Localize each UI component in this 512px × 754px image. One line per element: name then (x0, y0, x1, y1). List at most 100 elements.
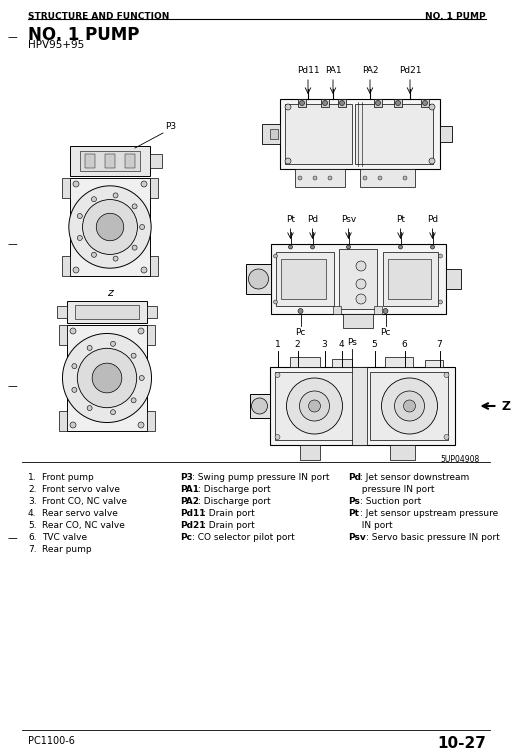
Bar (373, 306, 381, 314)
Bar (390, 445, 415, 460)
Bar (270, 129, 278, 139)
Bar (343, 314, 373, 328)
Text: Psv: Psv (348, 533, 366, 542)
Bar (280, 99, 440, 169)
Bar (75, 305, 139, 319)
Text: HPV95+95: HPV95+95 (28, 40, 84, 50)
Circle shape (111, 409, 116, 415)
Circle shape (141, 267, 147, 273)
Circle shape (309, 400, 321, 412)
Bar (274, 372, 354, 440)
Bar (331, 359, 352, 367)
Text: : Discharge port: : Discharge port (198, 485, 270, 494)
Text: : CO selector pilot port: : CO selector pilot port (193, 533, 295, 542)
Text: : Swing pump pressure IN port: : Swing pump pressure IN port (193, 473, 330, 482)
Text: —: — (8, 32, 18, 42)
Circle shape (285, 104, 291, 110)
Text: Pd: Pd (427, 215, 438, 224)
Text: 6.: 6. (28, 533, 37, 542)
Text: Pd11: Pd11 (296, 66, 319, 75)
Text: Pd: Pd (348, 473, 361, 482)
Circle shape (356, 279, 366, 289)
Text: PA1: PA1 (325, 66, 342, 75)
Text: Front servo valve: Front servo valve (42, 485, 120, 494)
Text: 5UP04908: 5UP04908 (441, 455, 480, 464)
Circle shape (248, 269, 268, 289)
Bar (298, 99, 306, 107)
Bar (275, 252, 333, 306)
Text: : Drain port: : Drain port (203, 509, 254, 518)
Circle shape (138, 422, 144, 428)
Circle shape (77, 348, 137, 408)
Circle shape (444, 434, 449, 440)
Bar (269, 367, 455, 445)
Text: Front pump: Front pump (42, 473, 94, 482)
Bar (355, 104, 433, 164)
Circle shape (444, 372, 449, 378)
Circle shape (285, 158, 291, 164)
Circle shape (398, 245, 402, 249)
Text: PC1100-6: PC1100-6 (28, 736, 75, 746)
Bar (285, 104, 352, 164)
Bar (67, 325, 147, 431)
Text: 1.: 1. (28, 473, 37, 482)
Circle shape (77, 235, 82, 241)
Circle shape (438, 254, 442, 258)
Text: Z: Z (501, 400, 510, 412)
Bar (424, 360, 442, 367)
Text: : Jet sensor upstream pressure: : Jet sensor upstream pressure (360, 509, 499, 518)
Text: PA1: PA1 (180, 485, 199, 494)
Circle shape (328, 176, 332, 180)
Circle shape (132, 245, 137, 250)
Circle shape (139, 375, 144, 381)
Text: NO. 1 PUMP: NO. 1 PUMP (28, 26, 139, 44)
Text: : Suction port: : Suction port (360, 497, 422, 506)
Circle shape (70, 422, 76, 428)
Circle shape (381, 378, 437, 434)
Bar (270, 244, 445, 314)
Circle shape (73, 267, 79, 273)
Text: IN port: IN port (356, 521, 393, 530)
Text: Pd21: Pd21 (180, 521, 205, 530)
Text: 4.: 4. (28, 509, 36, 518)
Bar (245, 264, 270, 294)
Text: P3: P3 (180, 473, 193, 482)
Text: PA2: PA2 (362, 66, 378, 75)
Circle shape (403, 400, 416, 412)
Circle shape (77, 213, 82, 219)
Circle shape (300, 391, 330, 421)
Text: Pd: Pd (307, 215, 318, 224)
Circle shape (138, 328, 144, 334)
Bar (321, 99, 329, 107)
Text: 1: 1 (274, 340, 281, 349)
Circle shape (87, 406, 92, 411)
Text: Pc: Pc (380, 328, 391, 337)
Bar (385, 357, 413, 367)
Circle shape (298, 308, 303, 314)
Circle shape (131, 398, 136, 403)
Circle shape (298, 176, 302, 180)
Circle shape (363, 176, 367, 180)
Text: 4: 4 (338, 340, 344, 349)
Text: 5: 5 (372, 340, 377, 349)
Bar (147, 306, 157, 318)
Bar (147, 325, 155, 345)
Bar (338, 99, 346, 107)
Bar (289, 357, 319, 367)
Text: 5.: 5. (28, 521, 37, 530)
Circle shape (313, 176, 317, 180)
Text: Pt: Pt (348, 509, 359, 518)
Circle shape (113, 256, 118, 261)
Circle shape (375, 100, 380, 106)
Text: : Discharge port: : Discharge port (198, 497, 270, 506)
Circle shape (275, 372, 280, 378)
Circle shape (273, 300, 278, 304)
Circle shape (82, 200, 137, 254)
Bar (150, 178, 158, 198)
Text: Psv: Psv (341, 215, 356, 224)
Bar (445, 269, 460, 289)
Circle shape (422, 100, 428, 106)
Text: Pt: Pt (396, 215, 405, 224)
Circle shape (70, 328, 76, 334)
Circle shape (429, 104, 435, 110)
